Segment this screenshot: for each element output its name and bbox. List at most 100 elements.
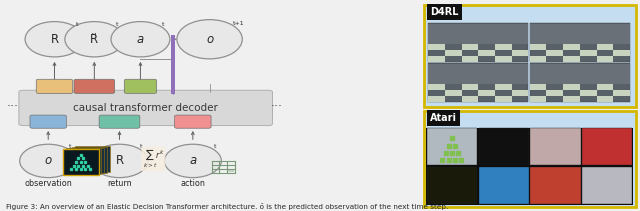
Text: Atari: Atari [430, 113, 457, 123]
Text: R̆: R̆ [90, 33, 99, 46]
Text: $\sum_{k>t}r^k$: $\sum_{k>t}r^k$ [143, 148, 164, 170]
FancyBboxPatch shape [580, 90, 596, 96]
FancyBboxPatch shape [512, 90, 529, 96]
FancyBboxPatch shape [495, 56, 512, 62]
FancyBboxPatch shape [531, 167, 580, 204]
FancyBboxPatch shape [428, 44, 445, 50]
Text: o: o [206, 33, 213, 46]
FancyBboxPatch shape [495, 84, 512, 90]
FancyBboxPatch shape [531, 128, 580, 165]
Ellipse shape [20, 144, 77, 178]
FancyBboxPatch shape [596, 44, 613, 50]
FancyBboxPatch shape [424, 5, 636, 107]
Text: t+1: t+1 [233, 20, 244, 26]
FancyBboxPatch shape [512, 50, 529, 56]
FancyBboxPatch shape [461, 96, 478, 102]
FancyBboxPatch shape [530, 24, 630, 44]
FancyBboxPatch shape [428, 84, 445, 90]
FancyBboxPatch shape [175, 115, 211, 128]
Text: return: return [107, 179, 132, 188]
FancyBboxPatch shape [427, 167, 477, 204]
FancyBboxPatch shape [428, 63, 529, 102]
FancyBboxPatch shape [563, 96, 580, 102]
Text: D4RL: D4RL [430, 7, 459, 17]
FancyBboxPatch shape [428, 23, 529, 62]
FancyBboxPatch shape [428, 56, 445, 62]
Text: ···: ··· [6, 100, 19, 114]
Ellipse shape [65, 22, 124, 57]
FancyBboxPatch shape [74, 79, 115, 93]
FancyBboxPatch shape [530, 96, 547, 102]
Text: t: t [213, 144, 216, 149]
Text: R: R [51, 33, 58, 46]
FancyBboxPatch shape [461, 84, 478, 90]
FancyBboxPatch shape [530, 44, 547, 50]
FancyBboxPatch shape [75, 146, 110, 172]
FancyBboxPatch shape [547, 50, 563, 56]
FancyBboxPatch shape [426, 128, 634, 205]
Text: ···: ··· [270, 100, 282, 114]
FancyBboxPatch shape [445, 90, 461, 96]
FancyBboxPatch shape [563, 44, 580, 50]
Text: Figure 3: An overview of an Elastic Decision Transformer architecture. ō is the: Figure 3: An overview of an Elastic Deci… [6, 203, 449, 210]
FancyBboxPatch shape [563, 84, 580, 90]
Text: action: action [180, 179, 205, 188]
FancyBboxPatch shape [72, 147, 108, 173]
FancyBboxPatch shape [63, 149, 99, 175]
FancyBboxPatch shape [547, 90, 563, 96]
FancyBboxPatch shape [428, 24, 529, 44]
FancyBboxPatch shape [68, 148, 104, 173]
Text: observation: observation [24, 179, 72, 188]
FancyBboxPatch shape [613, 50, 630, 56]
FancyBboxPatch shape [530, 84, 547, 90]
FancyBboxPatch shape [461, 44, 478, 50]
FancyBboxPatch shape [530, 63, 630, 102]
FancyBboxPatch shape [99, 115, 140, 128]
Ellipse shape [111, 22, 170, 57]
FancyBboxPatch shape [19, 90, 273, 126]
FancyBboxPatch shape [582, 167, 632, 204]
FancyBboxPatch shape [428, 96, 445, 102]
FancyBboxPatch shape [461, 56, 478, 62]
Text: o: o [45, 154, 52, 167]
Ellipse shape [25, 22, 84, 57]
FancyBboxPatch shape [530, 64, 630, 84]
FancyBboxPatch shape [479, 167, 529, 204]
FancyBboxPatch shape [479, 128, 529, 165]
Text: R: R [115, 154, 124, 167]
FancyBboxPatch shape [582, 128, 632, 165]
Text: t: t [162, 22, 164, 27]
FancyBboxPatch shape [596, 56, 613, 62]
Text: causal transformer decoder: causal transformer decoder [73, 103, 218, 113]
FancyBboxPatch shape [428, 64, 529, 84]
FancyBboxPatch shape [478, 50, 495, 56]
Text: t: t [76, 22, 78, 27]
FancyBboxPatch shape [495, 44, 512, 50]
Text: a: a [137, 33, 144, 46]
FancyBboxPatch shape [563, 56, 580, 62]
FancyBboxPatch shape [530, 56, 547, 62]
Ellipse shape [177, 20, 243, 59]
FancyBboxPatch shape [124, 79, 157, 93]
FancyBboxPatch shape [613, 90, 630, 96]
Ellipse shape [164, 144, 221, 178]
FancyBboxPatch shape [30, 115, 67, 128]
FancyBboxPatch shape [495, 96, 512, 102]
FancyBboxPatch shape [424, 111, 636, 207]
FancyBboxPatch shape [36, 79, 73, 93]
Text: a: a [189, 154, 196, 167]
FancyBboxPatch shape [445, 50, 461, 56]
Text: t: t [68, 144, 71, 149]
FancyBboxPatch shape [530, 23, 630, 62]
FancyBboxPatch shape [227, 169, 234, 172]
FancyBboxPatch shape [171, 35, 175, 94]
FancyBboxPatch shape [427, 128, 477, 165]
FancyBboxPatch shape [596, 96, 613, 102]
FancyBboxPatch shape [580, 50, 596, 56]
Text: t: t [140, 144, 143, 149]
Ellipse shape [91, 144, 148, 178]
FancyBboxPatch shape [66, 149, 102, 174]
Text: t: t [115, 22, 118, 27]
FancyBboxPatch shape [478, 90, 495, 96]
FancyBboxPatch shape [596, 84, 613, 90]
